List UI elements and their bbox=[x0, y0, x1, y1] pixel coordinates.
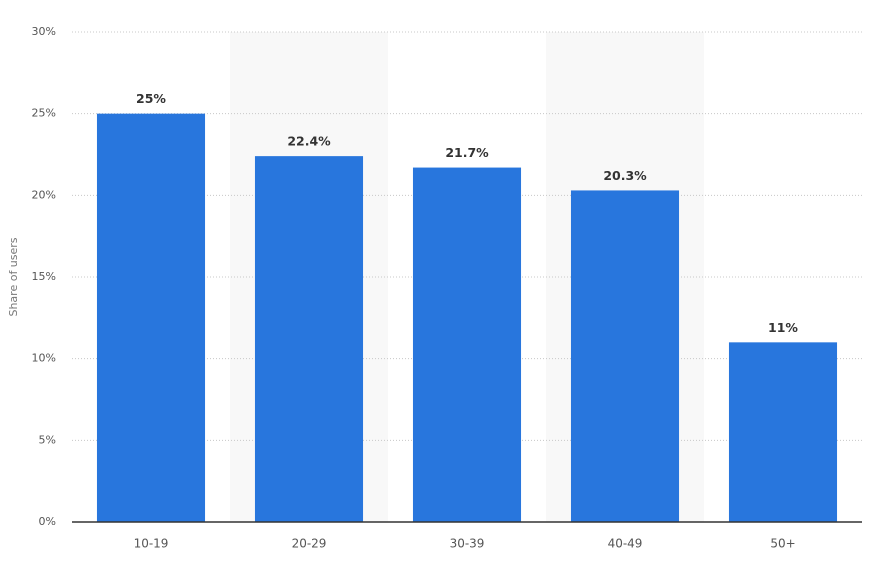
y-tick-label: 20% bbox=[32, 188, 56, 201]
y-axis-label: Share of users bbox=[7, 237, 20, 316]
value-label: 21.7% bbox=[445, 145, 489, 160]
y-tick-label: 10% bbox=[32, 352, 56, 365]
x-tick-label: 50+ bbox=[770, 537, 795, 551]
y-tick-label: 25% bbox=[32, 107, 56, 120]
x-tick-label: 30-39 bbox=[450, 537, 485, 551]
y-tick-label: 15% bbox=[32, 270, 56, 283]
y-tick-label: 0% bbox=[39, 515, 56, 528]
value-label: 25% bbox=[136, 91, 166, 106]
bar bbox=[96, 113, 206, 523]
y-tick-label: 30% bbox=[32, 25, 56, 38]
value-label: 22.4% bbox=[287, 134, 331, 149]
bar bbox=[570, 190, 680, 522]
x-tick-label: 40-49 bbox=[608, 537, 643, 551]
x-tick-label: 20-29 bbox=[292, 537, 327, 551]
x-tick-label: 10-19 bbox=[134, 537, 169, 551]
value-label: 20.3% bbox=[603, 168, 647, 183]
value-label: 11% bbox=[768, 320, 798, 335]
bar bbox=[412, 167, 522, 523]
y-tick-label: 5% bbox=[39, 433, 56, 446]
bar bbox=[254, 156, 364, 522]
bar bbox=[728, 342, 838, 522]
